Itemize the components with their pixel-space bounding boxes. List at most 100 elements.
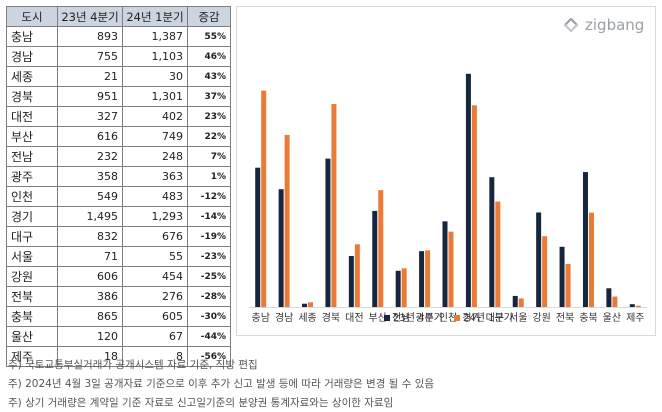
table-body: 충남 893 1,387 55% 경남 755 1,103 46% 세종 21 30 43% 경북 951… [6, 26, 231, 367]
x-tick-label: 전북 [556, 312, 574, 324]
x-tick-label: 충북 [579, 312, 597, 324]
row-q1-2024: 55 [122, 246, 188, 267]
bar-q1-2024 [308, 302, 314, 307]
bar-q4-2023 [536, 212, 542, 307]
bar-q4-2023 [372, 210, 378, 307]
bar-q1-2024 [518, 298, 524, 307]
row-region: 제주 [6, 346, 58, 367]
row-change: -25% [187, 266, 231, 287]
bar-q1-2024 [425, 250, 431, 307]
row-q1-2024: 454 [122, 266, 188, 287]
row-q4-2023: 71 [57, 246, 123, 267]
row-q4-2023: 951 [57, 86, 123, 107]
row-q4-2023: 606 [57, 266, 123, 287]
bar-q1-2024 [471, 105, 477, 308]
row-q1-2024: 1,387 [122, 26, 188, 47]
bar-q4-2023 [325, 158, 331, 307]
row-q4-2023: 1,495 [57, 206, 123, 227]
bar-q1-2024 [495, 201, 501, 307]
footnote-2: 주) 2024년 4월 3일 공개자료 기준으로 이후 추가 신고 발생 등에 … [8, 378, 435, 390]
table-row: 광주 358 363 1% [6, 166, 231, 187]
row-region: 경북 [6, 86, 58, 107]
x-tick-label: 부산 [369, 312, 387, 324]
chart-frame: 충남 경남 세종 경북 대전 부산 전남 광주 인천 경기 대구 서울 강원 전북 충북 울산 제주 23년 4분… [236, 6, 656, 336]
row-region: 광주 [6, 166, 58, 187]
logo-text: zigbang [585, 16, 645, 34]
table-row: 경북 951 1,301 37% [6, 86, 231, 107]
row-q1-2024: 67 [122, 326, 188, 347]
header-q4-2023: 23년 4분기 [57, 6, 123, 27]
legend-swatch [454, 315, 460, 321]
x-tick-label: 제주 [626, 312, 644, 324]
table-row: 서울 71 55 -23% [6, 246, 231, 267]
table-row: 강원 606 454 -25% [6, 266, 231, 287]
row-q4-2023: 120 [57, 326, 123, 347]
x-tick-label: 경북 [322, 311, 340, 324]
row-region: 충남 [6, 26, 58, 47]
row-q4-2023: 21 [57, 66, 123, 87]
table-row: 경남 755 1,103 46% [6, 46, 231, 67]
bar-q4-2023 [348, 255, 354, 307]
table-row: 인천 549 483 -12% [6, 186, 231, 207]
row-change: -28% [187, 286, 231, 307]
bar-q1-2024 [354, 244, 360, 307]
table-header-row: 도시 23년 4분기 24년 1분기 증감 [6, 6, 231, 27]
table-row: 부산 616 749 22% [6, 126, 231, 147]
row-q4-2023: 832 [57, 226, 123, 247]
bar-q4-2023 [395, 270, 401, 307]
bar-q1-2024 [378, 190, 384, 307]
table-row: 전북 386 276 -28% [6, 286, 231, 307]
x-tick-label: 경기 [462, 311, 480, 324]
bar-q4-2023 [629, 304, 635, 307]
row-change: 22% [187, 126, 231, 147]
x-tick-label: 전남 [392, 312, 410, 324]
row-q4-2023: 616 [57, 126, 123, 147]
header-city: 도시 [6, 6, 58, 27]
row-q1-2024: 30 [122, 66, 188, 87]
row-q1-2024: 276 [122, 286, 188, 307]
x-tick-label: 대전 [345, 312, 363, 324]
bar-q4-2023 [302, 303, 308, 307]
row-q1-2024: 605 [122, 306, 188, 327]
x-tick-label: 인천 [439, 312, 457, 324]
row-q1-2024: 1,301 [122, 86, 188, 107]
footnote-1: 주) 국토교통부실거래가 공개시스템 자료 기준, 직방 편집 [8, 359, 258, 371]
row-region: 강원 [6, 266, 58, 287]
table-row: 대구 832 676 -19% [6, 226, 231, 247]
row-q4-2023: 327 [57, 106, 123, 127]
row-q1-2024: 248 [122, 146, 188, 167]
row-region: 울산 [6, 326, 58, 347]
row-region: 서울 [6, 246, 58, 267]
data-table: 도시 23년 4분기 24년 1분기 증감 충남 893 1,387 55% 경남 755… [6, 6, 231, 367]
row-q4-2023: 893 [57, 26, 123, 47]
row-change: 23% [187, 106, 231, 127]
bar-q4-2023 [489, 177, 495, 307]
header-change: 증감 [187, 6, 231, 27]
row-q1-2024: 483 [122, 186, 188, 207]
bar-q1-2024 [261, 90, 267, 308]
row-change: 55% [187, 26, 231, 47]
row-q4-2023: 386 [57, 286, 123, 307]
row-q1-2024: 676 [122, 226, 188, 247]
row-region: 대구 [6, 226, 58, 247]
header-q1-2024: 24년 1분기 [122, 6, 188, 27]
row-change: -14% [187, 206, 231, 227]
x-tick-label: 서울 [509, 312, 527, 324]
table-row: 경기 1,495 1,293 -14% [6, 206, 231, 227]
footnote-3: 주) 상기 거래량은 계약일 기준 자료로 신고일기준의 분양권 통계자료와는 … [8, 397, 394, 409]
row-change: 46% [187, 46, 231, 67]
row-region: 대전 [6, 106, 58, 127]
row-change: -56% [187, 346, 231, 367]
table-row: 충남 893 1,387 55% [6, 26, 231, 47]
bar-q1-2024 [635, 305, 641, 307]
x-tick-label: 울산 [603, 312, 621, 324]
bar-q4-2023 [606, 288, 612, 307]
row-q1-2024: 1,103 [122, 46, 188, 67]
zigbang-logo: zigbang [562, 16, 644, 34]
row-change: 7% [187, 146, 231, 167]
bar-q4-2023 [255, 167, 261, 307]
x-tick-label: 강원 [532, 312, 550, 324]
bar-chart: 충남 경남 세종 경북 대전 부산 전남 광주 인천 경기 대구 서울 강원 전북 충북 울산 제주 23년 4분… [249, 73, 647, 324]
row-change: 37% [187, 86, 231, 107]
row-q4-2023: 755 [57, 46, 123, 67]
